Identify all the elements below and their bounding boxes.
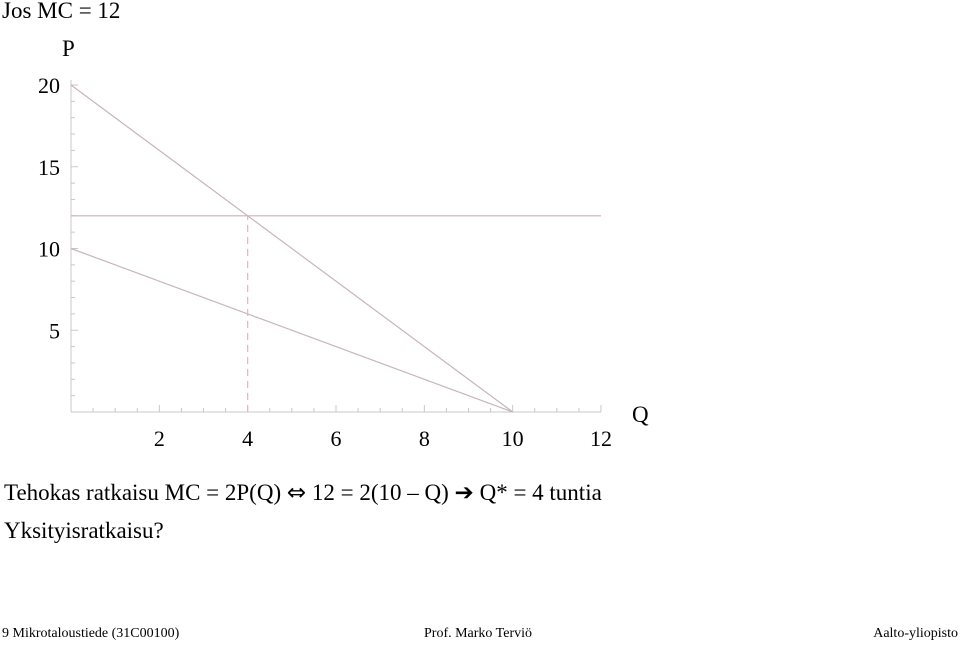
right-arrow-icon: ➔: [454, 480, 474, 506]
tick-labels: 2 4 6 8 10 12 5 10 15 20: [38, 73, 612, 451]
y-tick-label: 20: [38, 73, 60, 98]
series-line-2: [70, 247, 513, 413]
x-tick-label: 6: [331, 426, 342, 451]
equation-part-1: Tehokas ratkaisu MC = 2P(Q): [4, 480, 287, 505]
y-tick-label: 5: [49, 318, 60, 343]
x-axis-label: Q: [632, 402, 649, 427]
footer-author: Prof. Marko Terviö: [424, 626, 533, 641]
footer-course: 9 Mikrotaloustiede (31C00100): [2, 626, 180, 641]
chart: 2 4 6 8 10 12 5 10 15 20 P Q: [38, 36, 649, 451]
y-tick-label: 10: [38, 237, 60, 262]
y-tick-label: 15: [38, 155, 60, 180]
series-line-1: [70, 84, 514, 413]
efficiency-equation: Tehokas ratkaisu MC = 2P(Q) ⇔ 12 = 2(10 …: [4, 480, 602, 506]
private-solution-question: Yksityisratkaisu?: [4, 518, 164, 543]
equation-part-2: 12 = 2(10 – Q): [306, 480, 455, 505]
axes: [70, 80, 601, 413]
x-tick-label: 4: [242, 426, 253, 451]
equation-part-3: Q* = 4 tuntia: [473, 480, 602, 505]
x-tick-label: 10: [502, 426, 524, 451]
slide-title: Jos MC = 12: [2, 0, 121, 23]
footer-university: Aalto-yliopisto: [873, 626, 958, 641]
series-lines: [70, 84, 601, 413]
x-tick-label: 8: [419, 426, 430, 451]
y-axis-label: P: [62, 36, 75, 61]
x-tick-label: 12: [590, 426, 612, 451]
x-tick-label: 2: [154, 426, 165, 451]
equivalence-icon: ⇔: [286, 480, 307, 506]
ticks: [71, 84, 602, 412]
